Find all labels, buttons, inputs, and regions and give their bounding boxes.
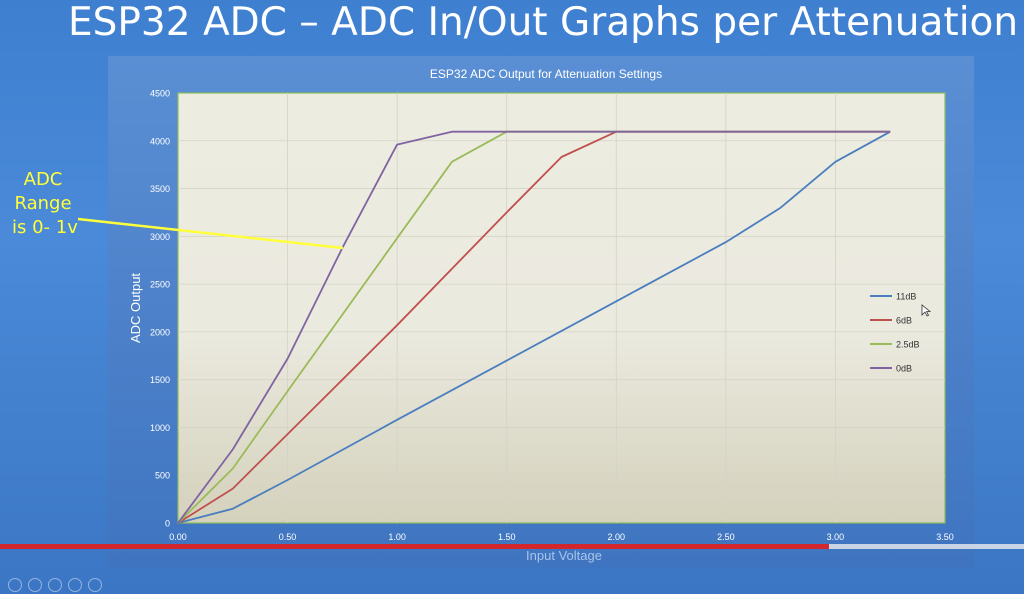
callout-line: ADC bbox=[23, 169, 63, 190]
callout-line: Range bbox=[14, 193, 72, 214]
video-progress-fill bbox=[0, 544, 830, 549]
x-tick-label: 1.00 bbox=[388, 532, 406, 542]
y-tick-label: 4000 bbox=[150, 136, 170, 146]
play-icon[interactable] bbox=[8, 578, 22, 592]
series-line-6db bbox=[177, 130, 891, 524]
zoom-icon[interactable] bbox=[68, 578, 82, 592]
x-tick-label: 3.50 bbox=[936, 532, 954, 542]
x-tick-label: 2.50 bbox=[717, 532, 735, 542]
x-axis-label: Input Voltage bbox=[526, 548, 602, 563]
plot-area bbox=[177, 92, 946, 524]
y-tick-label: 3500 bbox=[150, 184, 170, 194]
y-tick-label: 2500 bbox=[150, 280, 170, 290]
video-progress-bar[interactable] bbox=[0, 544, 1024, 549]
y-tick-label: 0 bbox=[165, 519, 170, 529]
y-tick-label: 500 bbox=[155, 471, 170, 481]
cursor-icon bbox=[921, 304, 932, 317]
y-tick-label: 2000 bbox=[150, 327, 170, 337]
legend-label: 2.5dB bbox=[896, 340, 920, 350]
x-tick-label: 2.00 bbox=[608, 532, 626, 542]
callout-arrow bbox=[77, 217, 344, 250]
y-tick-label: 3000 bbox=[150, 232, 170, 242]
slides-icon[interactable] bbox=[48, 578, 62, 592]
legend: 11dB 6dB 2.5dB 0dB bbox=[870, 292, 920, 374]
callout-line: is 0- 1v bbox=[12, 217, 78, 238]
y-tick-label: 1000 bbox=[150, 423, 170, 433]
x-tick-label: 0.00 bbox=[169, 532, 187, 542]
y-axis-label: ADC Output bbox=[128, 273, 143, 343]
more-icon[interactable] bbox=[88, 578, 102, 592]
x-tick-label: 1.50 bbox=[498, 532, 516, 542]
x-tick-label: 3.00 bbox=[827, 532, 845, 542]
player-controls bbox=[8, 578, 102, 594]
y-axis-ticks: 0 500 1000 1500 2000 2500 3000 3500 4000 4500 bbox=[150, 89, 170, 529]
series-line-11db bbox=[177, 130, 891, 524]
legend-label: 0dB bbox=[896, 364, 912, 374]
pen-icon[interactable] bbox=[28, 578, 42, 592]
legend-label: 6dB bbox=[896, 316, 912, 326]
y-tick-label: 4500 bbox=[150, 89, 170, 99]
x-axis-ticks: 0.00 0.50 1.00 1.50 2.00 2.50 3.00 3.50 bbox=[169, 532, 954, 542]
series-lines bbox=[177, 130, 891, 524]
x-tick-label: 0.50 bbox=[279, 532, 297, 542]
chart-title: ESP32 ADC Output for Attenuation Setting… bbox=[430, 67, 662, 81]
y-tick-label: 1500 bbox=[150, 375, 170, 385]
adc-range-callout: ADC Range is 0- 1v bbox=[12, 168, 78, 240]
legend-label: 11dB bbox=[896, 292, 916, 302]
slide-title: ESP32 ADC – ADC In/Out Graphs per Attenu… bbox=[68, 0, 1019, 45]
